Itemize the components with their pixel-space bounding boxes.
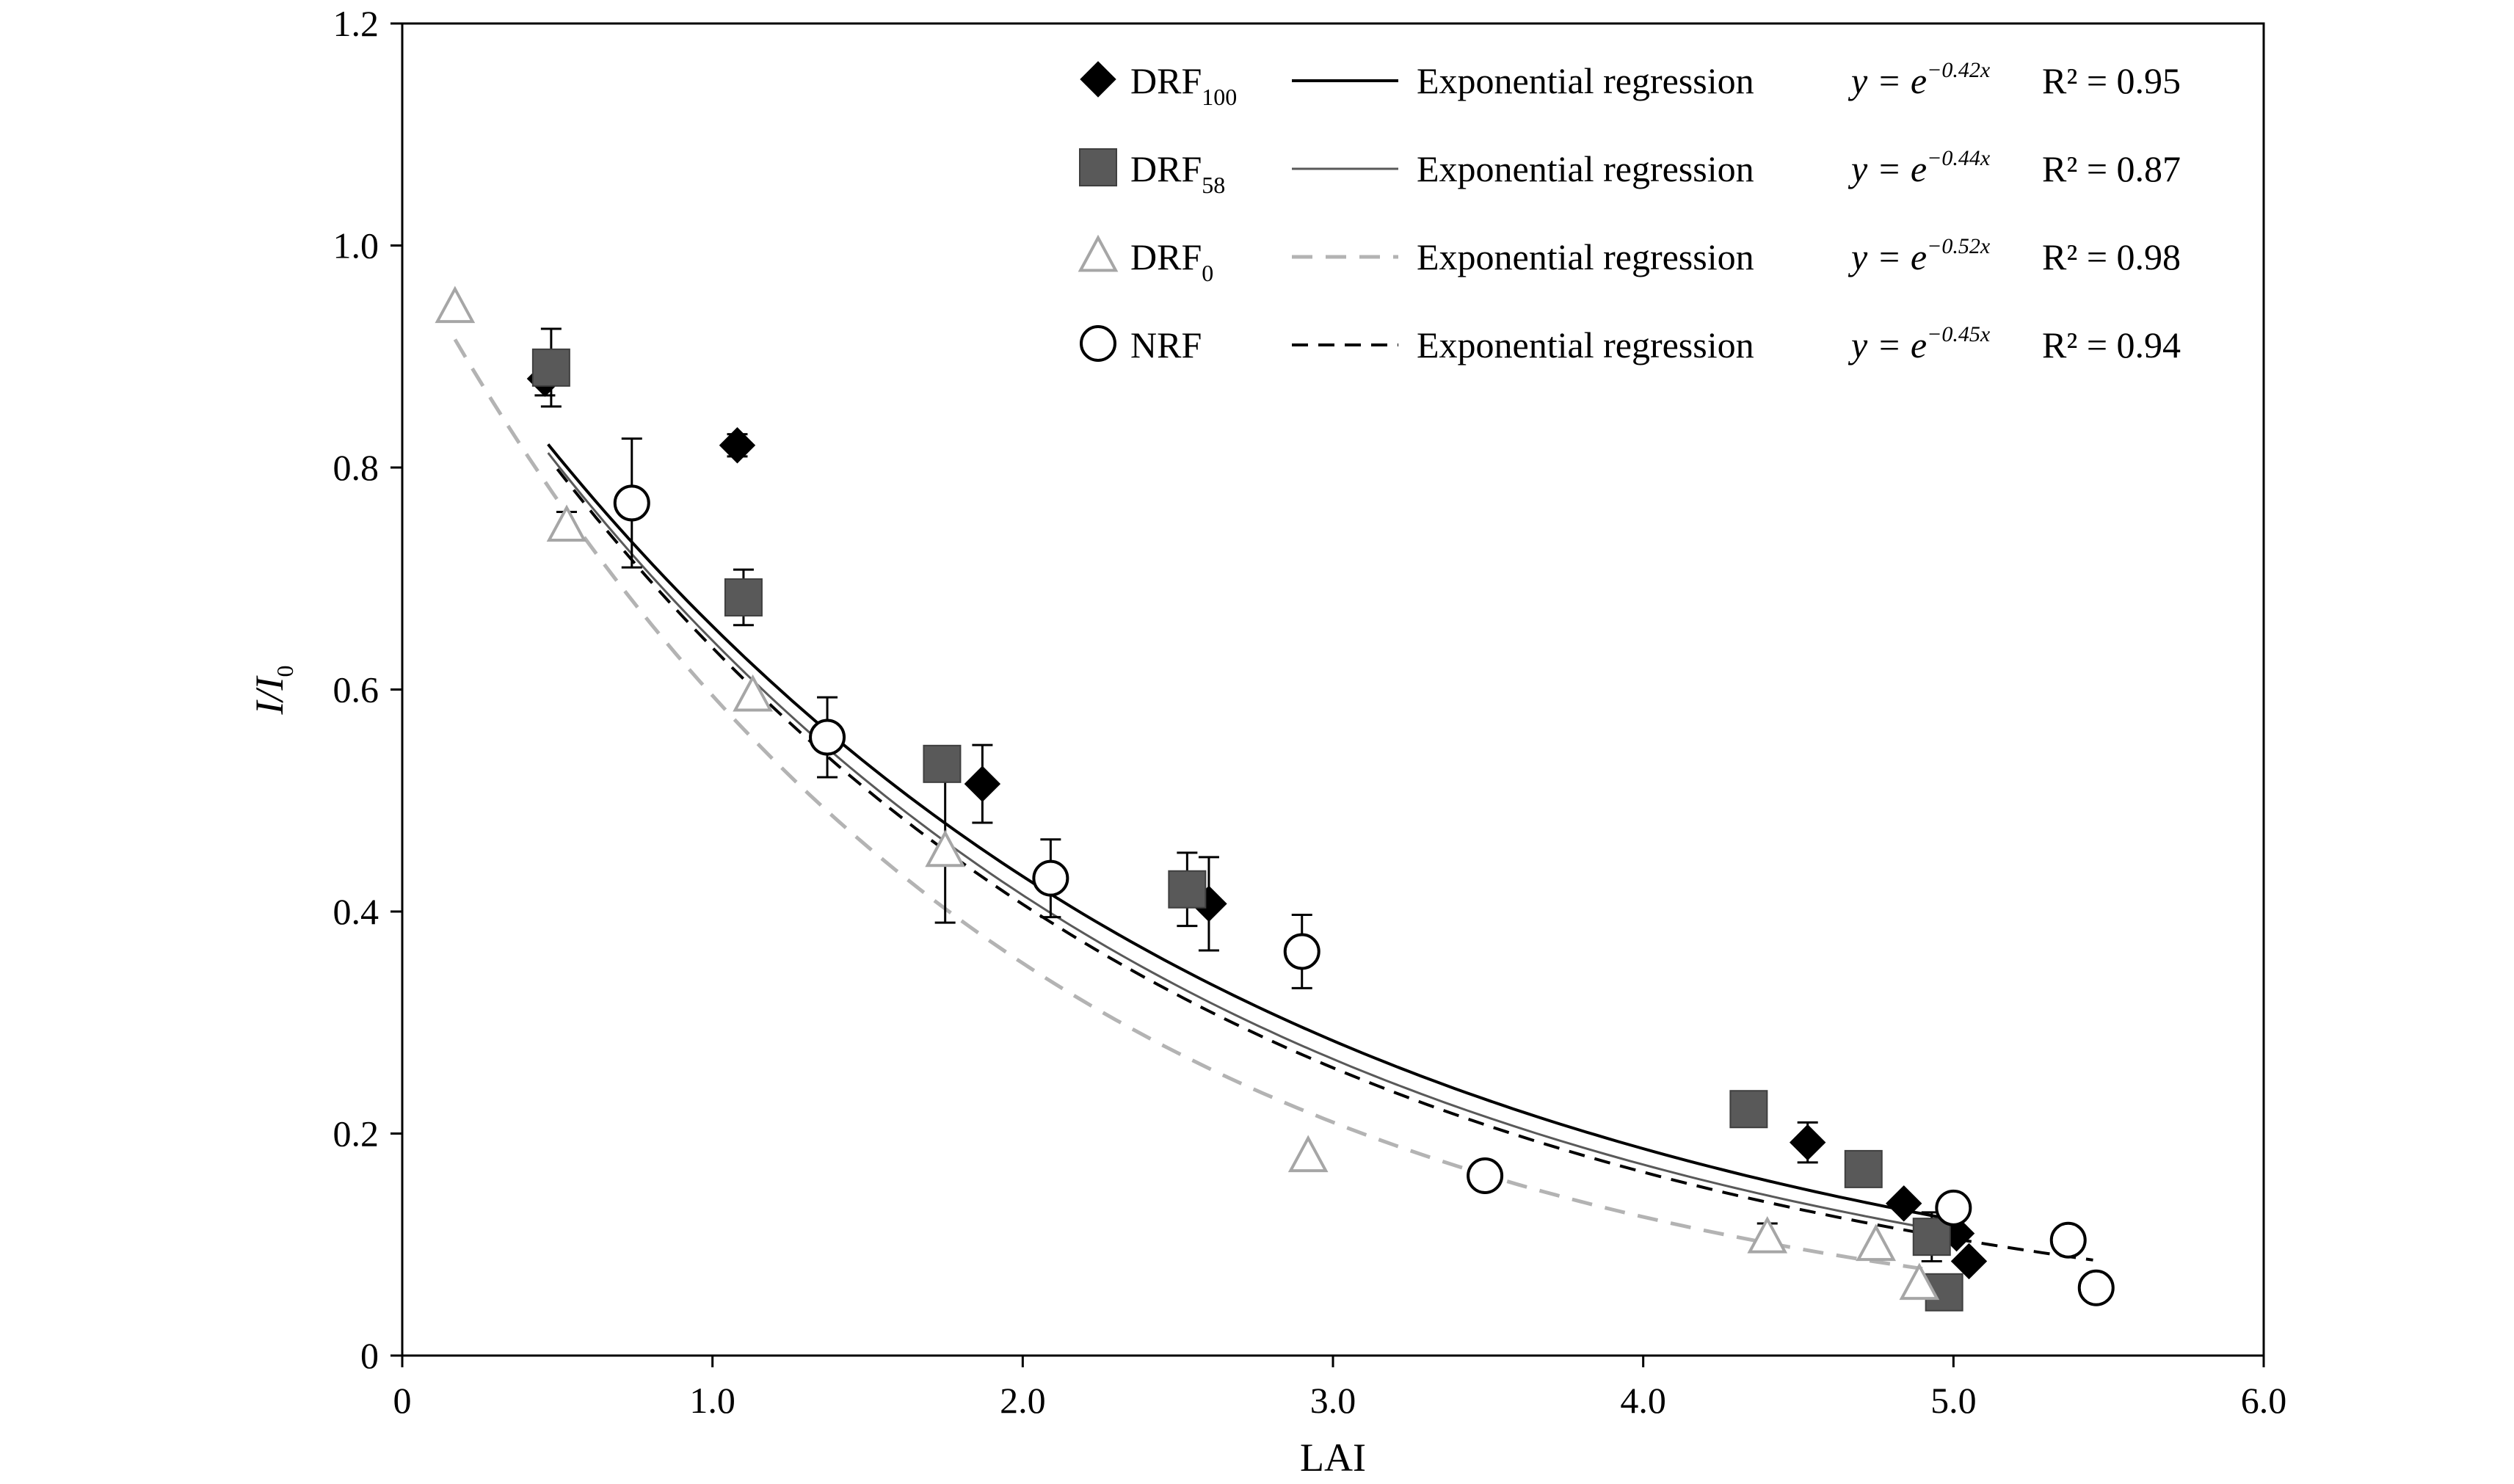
y-tick-label-6: 1.2 (333, 3, 379, 44)
point-nrf-1 (809, 719, 846, 756)
point-drf0-5 (1747, 1215, 1788, 1254)
y-tick-label-4: 0.8 (333, 447, 379, 488)
legend-marker-drf58 (1079, 148, 1117, 186)
y-tick-label-0: 0 (360, 1335, 379, 1376)
legend-name-drf0: DRF0 (1130, 236, 1213, 286)
legend-regression-label-drf0: Exponential regression (1417, 236, 1754, 277)
regression-curves (453, 338, 2093, 1271)
x-tick-label-6: 6.0 (2241, 1380, 2287, 1421)
x-axis-title: LAI (1300, 1436, 1366, 1480)
legend-r2-nrf: R² = 0.94 (2042, 324, 2181, 365)
point-drf58-3 (1168, 870, 1207, 909)
point-drf100-4 (1789, 1124, 1826, 1161)
legend-r2-drf58: R² = 0.87 (2042, 148, 2181, 189)
legend-equation-drf58: y = e−0.44x (1848, 146, 1991, 189)
legend-equation-drf0: y = e−0.52x (1848, 234, 1991, 277)
legend-r2-drf0: R² = 0.98 (2042, 236, 2181, 277)
legend-regression-label-drf58: Exponential regression (1417, 148, 1754, 189)
legend-entry-drf0: DRF0 Exponential regression y = e−0.52x R² … (1078, 234, 2181, 286)
legend-regression-label-nrf: Exponential regression (1417, 324, 1754, 365)
point-nrf-7 (2077, 1269, 2115, 1306)
regression-line-nrf (556, 468, 2093, 1262)
point-drf100-1 (719, 427, 756, 464)
legend-marker-drf0 (1078, 234, 1119, 272)
point-drf0-6 (1856, 1223, 1897, 1262)
legend-entry-drf100: DRF100 Exponential regression y = e−0.42x R… (1080, 58, 2181, 110)
point-drf58-1 (724, 578, 763, 616)
x-tick-label-4: 4.0 (1620, 1380, 1666, 1421)
x-tick-label-3: 3.0 (1310, 1380, 1356, 1421)
legend-name-drf100: DRF100 (1130, 60, 1237, 110)
legend-equation-nrf: y = e−0.45x (1848, 322, 1991, 365)
point-drf0-4 (1287, 1135, 1329, 1173)
legend-entry-nrf: NRF Exponential regression y = e−0.45x R² =… (1080, 322, 2181, 365)
point-drf100-2 (964, 765, 1001, 802)
regression-line-drf100 (547, 443, 1945, 1220)
point-drf0-0 (435, 285, 476, 324)
plot-frame (401, 22, 2265, 1357)
point-drf58-0 (531, 348, 570, 387)
y-axis-title: I/I0 (247, 666, 298, 716)
point-drf0-7 (1899, 1262, 1940, 1301)
legend-name-drf58: DRF58 (1130, 148, 1225, 198)
data-points (435, 285, 2115, 1312)
point-nrf-6 (2049, 1221, 2087, 1259)
point-drf0-3 (925, 829, 966, 868)
legend-equation-drf100: y = e−0.42x (1848, 58, 1991, 101)
x-tick-label-5: 5.0 (1930, 1380, 1977, 1421)
legend: DRF100 Exponential regression y = e−0.42x R… (1078, 58, 2181, 365)
regression-line-drf0 (453, 338, 1923, 1271)
point-drf100-5 (1885, 1185, 1922, 1222)
point-nrf-5 (1935, 1189, 1972, 1226)
point-nrf-0 (613, 484, 650, 522)
x-tick-label-1: 1.0 (689, 1380, 735, 1421)
point-drf58-4 (1729, 1090, 1768, 1129)
x-tick-label-0: 0 (393, 1380, 412, 1421)
y-tick-label-5: 1.0 (333, 225, 379, 266)
point-nrf-3 (1283, 933, 1320, 970)
axis-ticks: 0 1.0 2.0 3.0 4.0 5.0 6.0 0 0.2 0.4 0.6 0.8 1.0 1.2 (333, 3, 2287, 1421)
legend-marker-nrf (1080, 325, 1116, 362)
point-drf58-2 (923, 744, 962, 783)
y-tick-label-3: 0.6 (333, 669, 379, 710)
legend-marker-drf100 (1080, 61, 1116, 98)
y-tick-label-2: 0.4 (333, 891, 379, 932)
point-drf0-2 (733, 674, 773, 712)
point-drf58-6 (1912, 1218, 1951, 1256)
y-tick-label-1: 0.2 (333, 1113, 379, 1154)
legend-regression-label-drf100: Exponential regression (1417, 60, 1754, 101)
point-drf0-1 (546, 504, 587, 542)
point-nrf-2 (1032, 859, 1069, 897)
legend-name-nrf: NRF (1130, 324, 1202, 365)
point-drf58-5 (1844, 1149, 1883, 1188)
x-tick-label-2: 2.0 (1000, 1380, 1046, 1421)
regression-line-drf58 (547, 452, 1944, 1232)
legend-entry-drf58: DRF58 Exponential regression y = e−0.44x R²… (1079, 146, 2181, 198)
legend-r2-drf100: R² = 0.95 (2042, 60, 2181, 101)
point-drf100-7 (1950, 1243, 1988, 1280)
svg-text:I/I0: I/I0 (247, 666, 298, 716)
point-nrf-4 (1467, 1157, 1504, 1194)
